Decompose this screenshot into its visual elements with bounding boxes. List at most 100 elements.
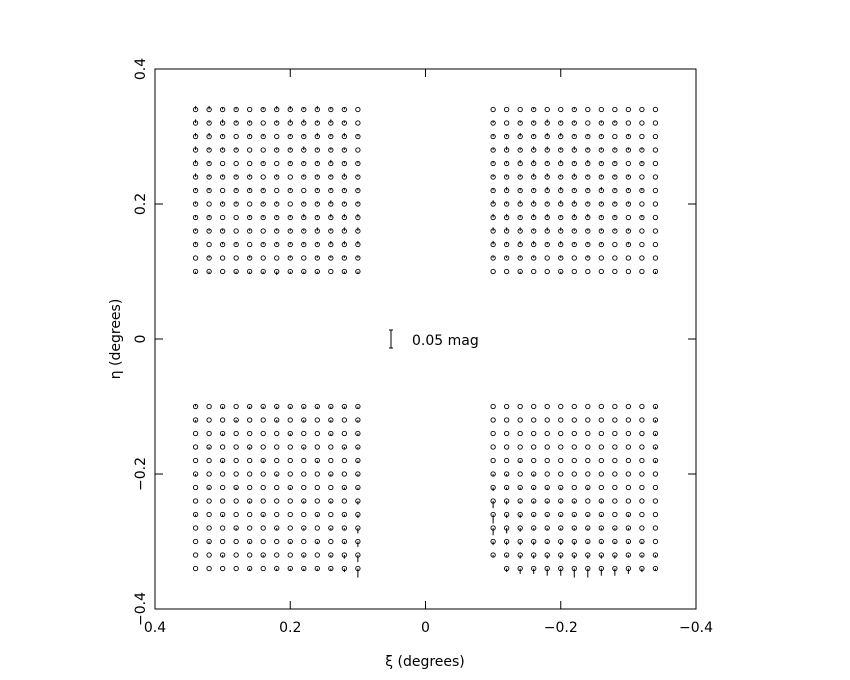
- grid-point: [247, 133, 253, 140]
- grid-point: [571, 403, 577, 410]
- grid-point: [598, 403, 604, 410]
- grid-point: [260, 106, 266, 113]
- grid-point: [192, 403, 199, 410]
- grid-point: [274, 255, 280, 261]
- grid-point: [260, 511, 266, 518]
- grid-point: [571, 417, 577, 423]
- grid-point: [219, 430, 226, 437]
- grid-point: [517, 187, 523, 194]
- grid-point: [558, 444, 564, 450]
- grid-point: [247, 268, 253, 275]
- grid-point: [219, 174, 226, 180]
- grid-point: [219, 484, 226, 491]
- grid-point: [328, 417, 334, 423]
- grid-point: [206, 174, 212, 180]
- grid-point: [206, 187, 212, 194]
- grid-point: [247, 471, 253, 477]
- grid-point: [612, 187, 618, 194]
- grid-point: [625, 174, 632, 180]
- grid-point: [274, 511, 280, 518]
- grid-point: [639, 147, 645, 153]
- grid-point: [625, 147, 632, 153]
- grid-point: [544, 403, 550, 410]
- grid-point: [328, 498, 334, 504]
- grid-point: [639, 268, 645, 275]
- grid-point: [531, 525, 537, 531]
- grid-point: [301, 255, 307, 261]
- grid-point: [247, 241, 253, 248]
- grid-point: [260, 538, 266, 545]
- grid-point: [598, 201, 604, 207]
- grid-point: [301, 525, 307, 531]
- grid-point: [639, 457, 645, 464]
- grid-point: [585, 241, 591, 248]
- grid-point: [233, 201, 239, 207]
- grid-point: [503, 174, 510, 180]
- grid-point: [301, 511, 307, 518]
- grid-point: [652, 201, 659, 207]
- grid-point: [490, 552, 496, 558]
- grid-point: [314, 174, 320, 180]
- grid-point: [341, 120, 347, 126]
- grid-point: [625, 484, 632, 491]
- grid-point: [301, 201, 307, 207]
- grid-point: [544, 201, 550, 207]
- grid-point: [625, 268, 632, 275]
- grid-point: [503, 444, 510, 450]
- grid-point: [233, 214, 239, 221]
- grid-point: [503, 106, 510, 113]
- grid-point: [314, 403, 320, 410]
- grid-point: [247, 538, 253, 545]
- grid-point: [219, 444, 226, 450]
- grid-point: [503, 417, 510, 423]
- grid-point: [274, 201, 280, 207]
- grid-point: [490, 106, 496, 113]
- grid-point: [328, 552, 334, 558]
- grid-point: [571, 498, 577, 504]
- grid-point: [517, 457, 523, 464]
- grid-point: [206, 525, 212, 531]
- grid-point: [652, 552, 659, 558]
- grid-point: [219, 147, 226, 153]
- grid-point: [301, 484, 307, 491]
- x-tick-label: 0.2: [279, 620, 301, 636]
- grid-point: [571, 268, 577, 275]
- grid-point: [314, 471, 320, 477]
- grid-point: [247, 498, 253, 504]
- grid-point: [625, 106, 632, 113]
- grid-point: [598, 417, 604, 423]
- grid-point: [233, 403, 239, 410]
- grid-point: [206, 201, 212, 207]
- grid-point: [247, 174, 253, 180]
- grid-point: [639, 241, 645, 248]
- grid-point: [314, 417, 320, 423]
- grid-point: [301, 552, 307, 558]
- grid-point: [517, 444, 523, 450]
- grid-point: [639, 106, 645, 113]
- grid-point: [612, 538, 618, 545]
- grid-point: [517, 147, 523, 153]
- grid-point: [531, 444, 537, 450]
- grid-point: [247, 430, 253, 437]
- grid-point: [287, 525, 293, 531]
- grid-point: [598, 160, 604, 167]
- grid-point: [287, 201, 293, 207]
- grid-point: [612, 430, 618, 437]
- grid-point: [287, 160, 293, 167]
- grid-point: [233, 228, 239, 234]
- y-tick-label: 0: [133, 335, 149, 344]
- grid-point: [625, 214, 632, 221]
- grid-point: [571, 430, 577, 437]
- grid-point: [571, 228, 577, 234]
- grid-point: [531, 187, 537, 194]
- grid-point: [571, 255, 577, 261]
- grid-point: [558, 174, 564, 180]
- grid-point: [274, 133, 280, 140]
- grid-point: [598, 498, 604, 504]
- grid-point: [287, 403, 293, 410]
- grid-point: [314, 147, 320, 153]
- grid-point: [585, 484, 591, 491]
- grid-point: [260, 160, 266, 167]
- grid-point: [652, 241, 659, 248]
